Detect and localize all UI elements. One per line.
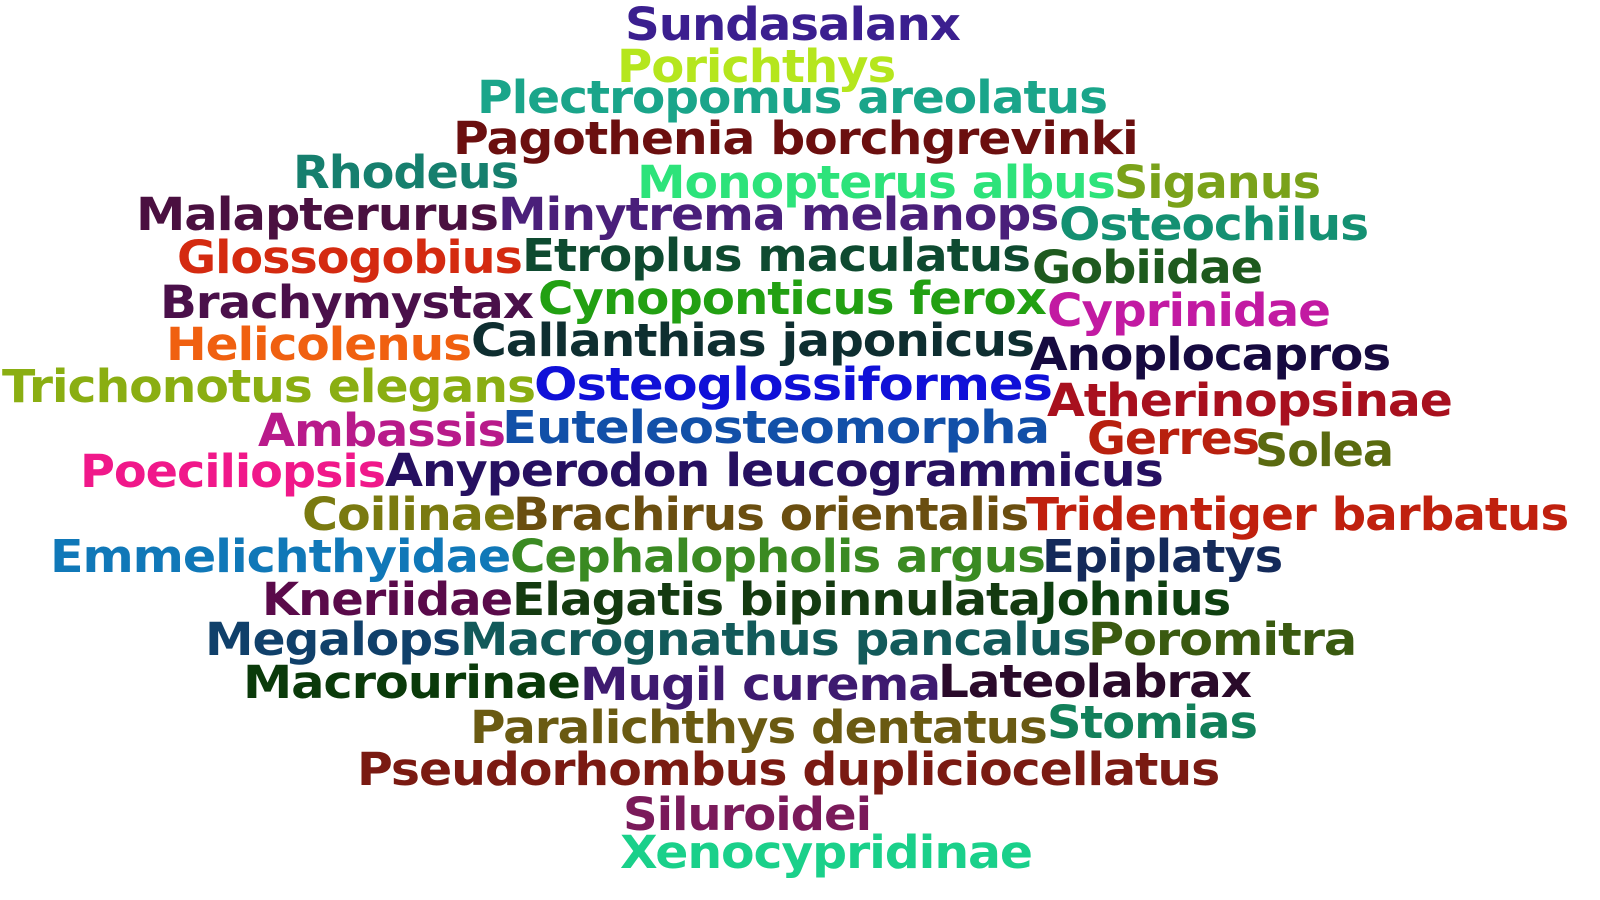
word-helicolenus: Helicolenus [166, 318, 472, 371]
word-stomias: Stomias [1047, 696, 1258, 749]
word-monopterus-albus: Monopterus albus [637, 156, 1116, 209]
word-porichthys: Porichthys [617, 40, 896, 93]
word-trichonotus-elegans: Trichonotus elegans [2, 360, 536, 413]
word-etroplus-maculatus: Etroplus maculatus [522, 229, 1031, 282]
word-lateolabrax: Lateolabrax [938, 655, 1252, 708]
word-pseudorhombus-dupliciocellatus: Pseudorhombus dupliciocellatus [357, 743, 1220, 796]
word-poromitra: Poromitra [1088, 613, 1357, 666]
word-minytrema-melanops: Minytrema melanops [498, 188, 1059, 241]
word-paralichthys-dentatus: Paralichthys dentatus [470, 701, 1048, 754]
word-siganus: Siganus [1114, 156, 1321, 209]
word-plectropomus-areolatus: Plectropomus areolatus [477, 71, 1108, 124]
word-macrourinae: Macrourinae [243, 656, 581, 709]
word-rhodeus: Rhodeus [293, 146, 519, 199]
word-callanthias-japonicus: Callanthias japonicus [471, 314, 1035, 367]
word-kneriidae: Kneriidae [262, 573, 513, 626]
word-johnius: Johnius [1040, 573, 1231, 626]
word-elagatis-bipinnulata: Elagatis bipinnulata [512, 573, 1041, 626]
word-ambassis: Ambassis [258, 404, 506, 457]
word-macrognathus-pancalus: Macrognathus pancalus [460, 613, 1091, 666]
word-epiplatys: Epiplatys [1042, 530, 1283, 583]
word-anyperodon-leucogrammicus: Anyperodon leucogrammicus [385, 444, 1164, 497]
word-cyprinidae: Cyprinidae [1047, 284, 1331, 337]
word-malapterurus: Malapterurus [136, 188, 499, 241]
word-siluroidei: Siluroidei [623, 788, 872, 841]
word-cephalopholis-argus: Cephalopholis argus [510, 530, 1046, 583]
word-tridentiger-barbatus: Tridentiger barbatus [1026, 488, 1569, 541]
word-glossogobius: Glossogobius [177, 231, 523, 284]
word-coilinae: Coilinae [302, 488, 516, 541]
word-osteochilus: Osteochilus [1059, 198, 1369, 251]
word-mugil-curema: Mugil curema [580, 658, 941, 711]
word-anoplocapros: Anoplocapros [1030, 328, 1391, 381]
word-poeciliopsis: Poeciliopsis [80, 445, 386, 498]
word-megalops: Megalops [205, 613, 461, 666]
word-brachirus-orientalis: Brachirus orientalis [513, 488, 1029, 541]
word-osteoglossiformes: Osteoglossiformes [534, 358, 1053, 411]
word-euteleosteomorpha: Euteleosteomorpha [502, 401, 1050, 454]
word-emmelichthyidae: Emmelichthyidae [50, 530, 511, 583]
word-gerres: Gerres [1087, 412, 1260, 465]
word-solea: Solea [1255, 424, 1394, 477]
word-cynoponticus-ferox: Cynoponticus ferox [538, 272, 1047, 325]
word-sundasalanx: Sundasalanx [625, 0, 961, 51]
word-gobiidae: Gobiidae [1032, 241, 1263, 294]
word-xenocypridinae: Xenocypridinae [620, 826, 1033, 879]
word-atherinopsinae: Atherinopsinae [1047, 374, 1453, 427]
word-brachymystax: Brachymystax [160, 276, 534, 329]
word-pagothenia-borchgrevinki: Pagothenia borchgrevinki [453, 112, 1139, 165]
